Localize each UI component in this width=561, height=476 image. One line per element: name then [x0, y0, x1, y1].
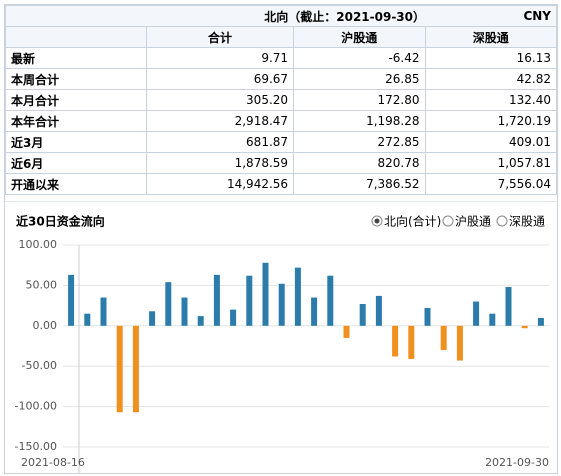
- cell-value: 7,386.52: [293, 173, 426, 195]
- y-tick-label: -150.00: [15, 440, 57, 453]
- bar: [149, 311, 156, 326]
- column-header: 合计: [145, 26, 295, 48]
- bar: [116, 325, 123, 413]
- row-label: 本年合计: [5, 110, 147, 132]
- cell-value: -6.42: [293, 47, 426, 69]
- bar: [84, 313, 91, 326]
- column-header: 深股通: [424, 26, 558, 48]
- bar: [505, 287, 512, 326]
- bar: [327, 275, 334, 326]
- bar: [424, 308, 431, 326]
- summary-table: 北向（截止：2021-09-30） CNY 合计 沪股通 深股通 最新 9.71 -6.4…: [5, 5, 558, 195]
- bar: [375, 295, 382, 326]
- cell-value: 1,198.28: [293, 110, 426, 132]
- bar: [440, 325, 447, 351]
- cell-value: 14,942.56: [145, 173, 295, 195]
- radio-label[interactable]: 深股通: [509, 215, 545, 229]
- radio-label[interactable]: 北向(合计): [384, 214, 441, 229]
- cell-value: 681.87: [145, 131, 295, 153]
- cell-value: 42.82: [424, 68, 558, 90]
- x-tick-label: 2021-08-16: [21, 456, 85, 469]
- table-row: 近6月 1,878.59 820.78 1,057.81: [5, 152, 558, 174]
- bar: [408, 325, 415, 359]
- cell-value: 305.20: [145, 89, 295, 111]
- cell-value: 69.67: [145, 68, 295, 90]
- table-row: 开通以来 14,942.56 7,386.52 7,556.04: [5, 173, 558, 195]
- bar: [537, 317, 544, 326]
- bar: [359, 303, 366, 326]
- bar: [213, 274, 220, 326]
- bar: [294, 267, 301, 326]
- panel: 北向（截止：2021-09-30） CNY 合计 沪股通 深股通 最新 9.71 -6.4…: [4, 4, 558, 474]
- cell-value: 1,878.59: [145, 152, 295, 174]
- cell-value: 1,720.19: [424, 110, 558, 132]
- cell-value: 9.71: [145, 47, 295, 69]
- bar: [165, 282, 172, 326]
- radio-button[interactable]: [496, 215, 508, 227]
- cell-value: 820.78: [293, 152, 426, 174]
- bar: [521, 325, 528, 329]
- cell-value: 272.85: [293, 131, 426, 153]
- cell-value: 26.85: [293, 68, 426, 90]
- title-row: 北向（截止：2021-09-30） CNY: [5, 5, 558, 27]
- unit: CNY: [425, 5, 558, 27]
- table-row: 本年合计 2,918.47 1,198.28 1,720.19: [5, 110, 558, 132]
- bar: [311, 297, 318, 326]
- bar: [473, 301, 480, 326]
- table-row: 最新 9.71 -6.42 16.13: [5, 47, 558, 69]
- bar: [100, 297, 107, 326]
- chart: 近30日资金流向 北向(合计) 沪股通 深股通 -150.00 -100.00 -50.00…: [5, 201, 557, 473]
- header-row: 合计 沪股通 深股通: [5, 26, 558, 48]
- cell-value: 7,556.04: [424, 173, 558, 195]
- y-tick-label: 50.00: [26, 278, 58, 291]
- column-header: 沪股通: [293, 26, 426, 48]
- y-tick-label: -50.00: [22, 359, 57, 372]
- cell-value: 132.40: [424, 89, 558, 111]
- y-tick-label: 100.00: [19, 238, 58, 251]
- cell-value: 1,057.81: [424, 152, 558, 174]
- bar: [181, 297, 188, 326]
- y-tick-label: 0.00: [33, 319, 58, 332]
- cell-value: 2,918.47: [145, 110, 295, 132]
- row-label: 本月合计: [5, 89, 147, 111]
- radio-label[interactable]: 沪股通: [455, 215, 491, 229]
- bar: [262, 262, 269, 326]
- row-label: 近6月: [5, 152, 147, 174]
- y-tick-label: -100.00: [15, 400, 57, 413]
- chart-title: 近30日资金流向: [16, 214, 105, 229]
- cell-value: 16.13: [424, 47, 558, 69]
- radio-dot: [374, 218, 380, 224]
- bar: [489, 313, 496, 326]
- x-tick-label: 2021-09-30: [485, 456, 549, 469]
- corner: [5, 26, 147, 48]
- cell-value: 409.01: [424, 131, 558, 153]
- bar: [392, 325, 399, 357]
- table-row: 本月合计 305.20 172.80 132.40: [5, 89, 558, 111]
- bar: [68, 274, 75, 326]
- row-label: 近3月: [5, 131, 147, 153]
- bar: [343, 325, 350, 338]
- row-label: 最新: [5, 47, 147, 69]
- radio-button[interactable]: [442, 215, 454, 227]
- bar: [132, 325, 139, 413]
- bar: [456, 325, 463, 361]
- table-row: 近3月 681.87 272.85 409.01: [5, 131, 558, 153]
- bar: [278, 283, 285, 326]
- table-title: 北向（截止：2021-09-30）: [5, 5, 426, 27]
- bar: [246, 275, 253, 326]
- cell-value: 172.80: [293, 89, 426, 111]
- bar: [230, 309, 237, 326]
- bar: [197, 316, 204, 326]
- table-row: 本周合计 69.67 26.85 42.82: [5, 68, 558, 90]
- row-label: 开通以来: [5, 173, 147, 195]
- row-label: 本周合计: [5, 68, 147, 90]
